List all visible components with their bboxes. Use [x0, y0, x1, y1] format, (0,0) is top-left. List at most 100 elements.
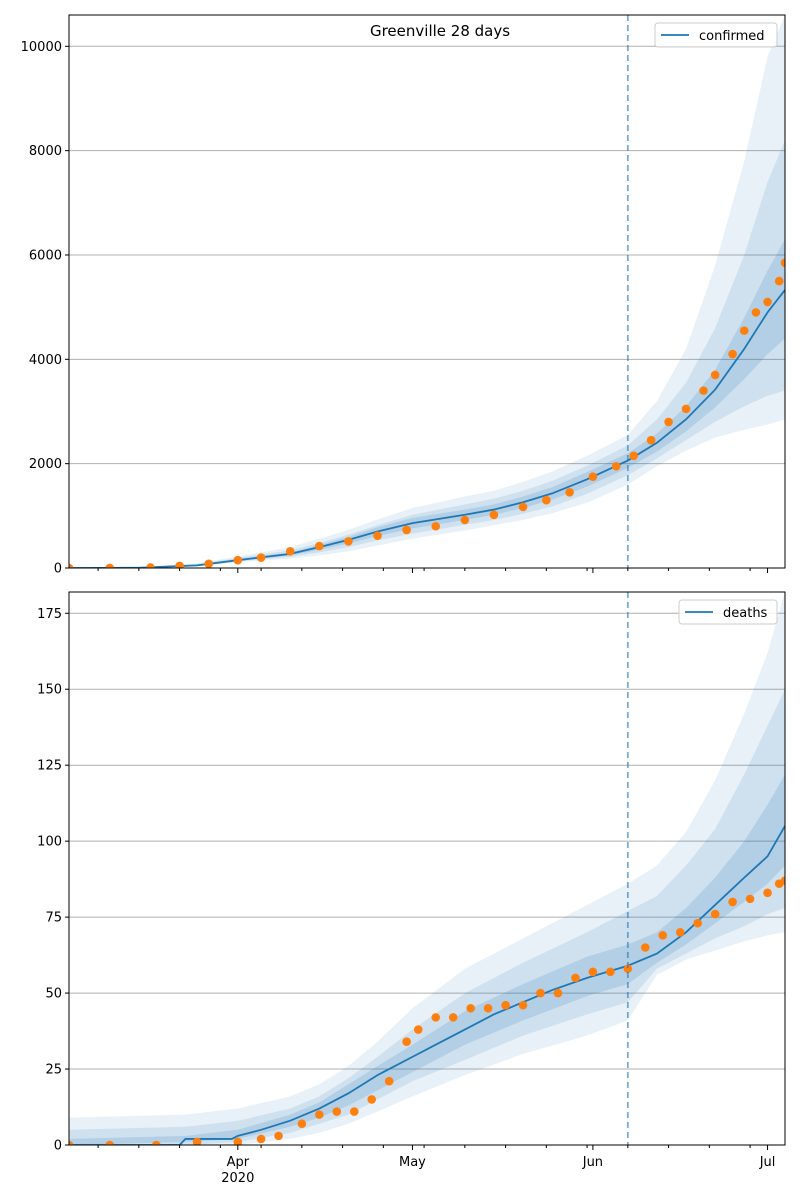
observed-point [105, 563, 115, 568]
observed-point [233, 555, 243, 565]
observed-point [629, 451, 638, 461]
observed-point [542, 495, 551, 505]
model-line [69, 289, 785, 568]
observed-point [606, 967, 615, 977]
legend-box [678, 599, 778, 625]
y-tick-label: 2000 [29, 457, 62, 472]
observed-point [105, 1140, 115, 1145]
observed-point [518, 1000, 528, 1010]
observed-point [611, 461, 621, 471]
observed-point [774, 276, 784, 286]
x-tick-label: Jun [582, 1155, 603, 1170]
observed-point [501, 1000, 510, 1010]
y-tick-label: 10000 [21, 40, 62, 55]
observed-point [384, 1076, 394, 1086]
observed-point [664, 417, 673, 427]
observed-point [367, 1095, 377, 1104]
observed-point [640, 943, 650, 952]
observed-point [204, 559, 214, 568]
observed-point [681, 404, 691, 414]
y-tick-label: 125 [37, 759, 62, 774]
observed-point [693, 918, 702, 928]
observed-point [192, 1137, 202, 1145]
observed-point [256, 553, 266, 562]
observed-point [763, 888, 772, 898]
observed-point [588, 967, 598, 977]
observed-point [699, 386, 708, 395]
y-tick-label: 0 [54, 1139, 62, 1154]
axes-frame [68, 591, 786, 1146]
observed-point [315, 1110, 324, 1119]
model-line [69, 825, 785, 1145]
observed-point [658, 931, 668, 940]
plot-area [69, 592, 785, 1145]
observed-point [710, 370, 720, 380]
observed-point [431, 521, 441, 531]
y-tick-label: 0 [54, 562, 62, 577]
uncertainty-band-middle [69, 689, 785, 1145]
uncertainty-band-outer [69, 592, 785, 1145]
observed-point [751, 308, 761, 317]
observed-point [536, 988, 545, 998]
y-tick-label: 50 [45, 987, 62, 1002]
observed-point [623, 964, 633, 974]
observed-point [448, 1013, 458, 1022]
observed-point [256, 1134, 266, 1144]
observed-point [571, 973, 580, 983]
legend-box [654, 22, 778, 48]
observed-point [553, 988, 563, 998]
observed-point [489, 510, 499, 520]
axes-frame [68, 14, 786, 569]
legend-label: deaths [723, 606, 768, 621]
y-tick-label: 4000 [29, 353, 62, 368]
observed-point [274, 1131, 283, 1141]
observed-point [728, 349, 737, 359]
observed-point [373, 531, 382, 540]
observed-point [402, 525, 411, 535]
y-tick-label: 150 [37, 683, 62, 698]
observed-point [739, 326, 749, 335]
observed-point [780, 876, 785, 885]
observed-point [646, 435, 656, 445]
observed-point [466, 1003, 475, 1013]
observed-point [152, 1140, 161, 1145]
observed-point [763, 297, 772, 307]
plot-area [69, 15, 785, 568]
observed-point [675, 928, 685, 937]
confirmed-panel: 0 2000 4000 6000 8000 10000 Greenville 28 days… [21, 14, 786, 577]
observed-point [402, 1037, 411, 1046]
x-tick-label: May [399, 1155, 426, 1170]
x-tick-label: Jul [759, 1155, 776, 1170]
y-tick-label: 100 [37, 835, 62, 850]
y-tick-label: 175 [37, 607, 62, 622]
observed-point [175, 561, 184, 568]
observed-point [233, 1137, 243, 1145]
observed-point [745, 894, 755, 904]
observed-point [460, 515, 470, 525]
observed-point [315, 541, 324, 551]
observed-point [710, 909, 720, 919]
observed-point [780, 258, 785, 268]
y-tick-label: 6000 [29, 248, 62, 263]
y-tick-label: 25 [45, 1063, 62, 1078]
observed-point [483, 1003, 493, 1013]
observed-point [297, 1119, 307, 1129]
observed-point [431, 1013, 441, 1022]
observed-point [69, 563, 74, 568]
x-tick-label: Apr [227, 1155, 250, 1170]
observed-point [146, 563, 155, 568]
observed-point [69, 1140, 74, 1145]
legend-label: confirmed [699, 29, 765, 44]
y-tick-label: 75 [45, 911, 62, 926]
observed-point [588, 472, 598, 482]
observed-point [332, 1107, 342, 1116]
observed-point [285, 547, 295, 556]
uncertainty-band-middle [69, 140, 785, 568]
observed-point [413, 1025, 423, 1034]
observed-point [349, 1107, 359, 1116]
observed-point [728, 897, 737, 907]
y-tick-label: 8000 [29, 144, 62, 159]
